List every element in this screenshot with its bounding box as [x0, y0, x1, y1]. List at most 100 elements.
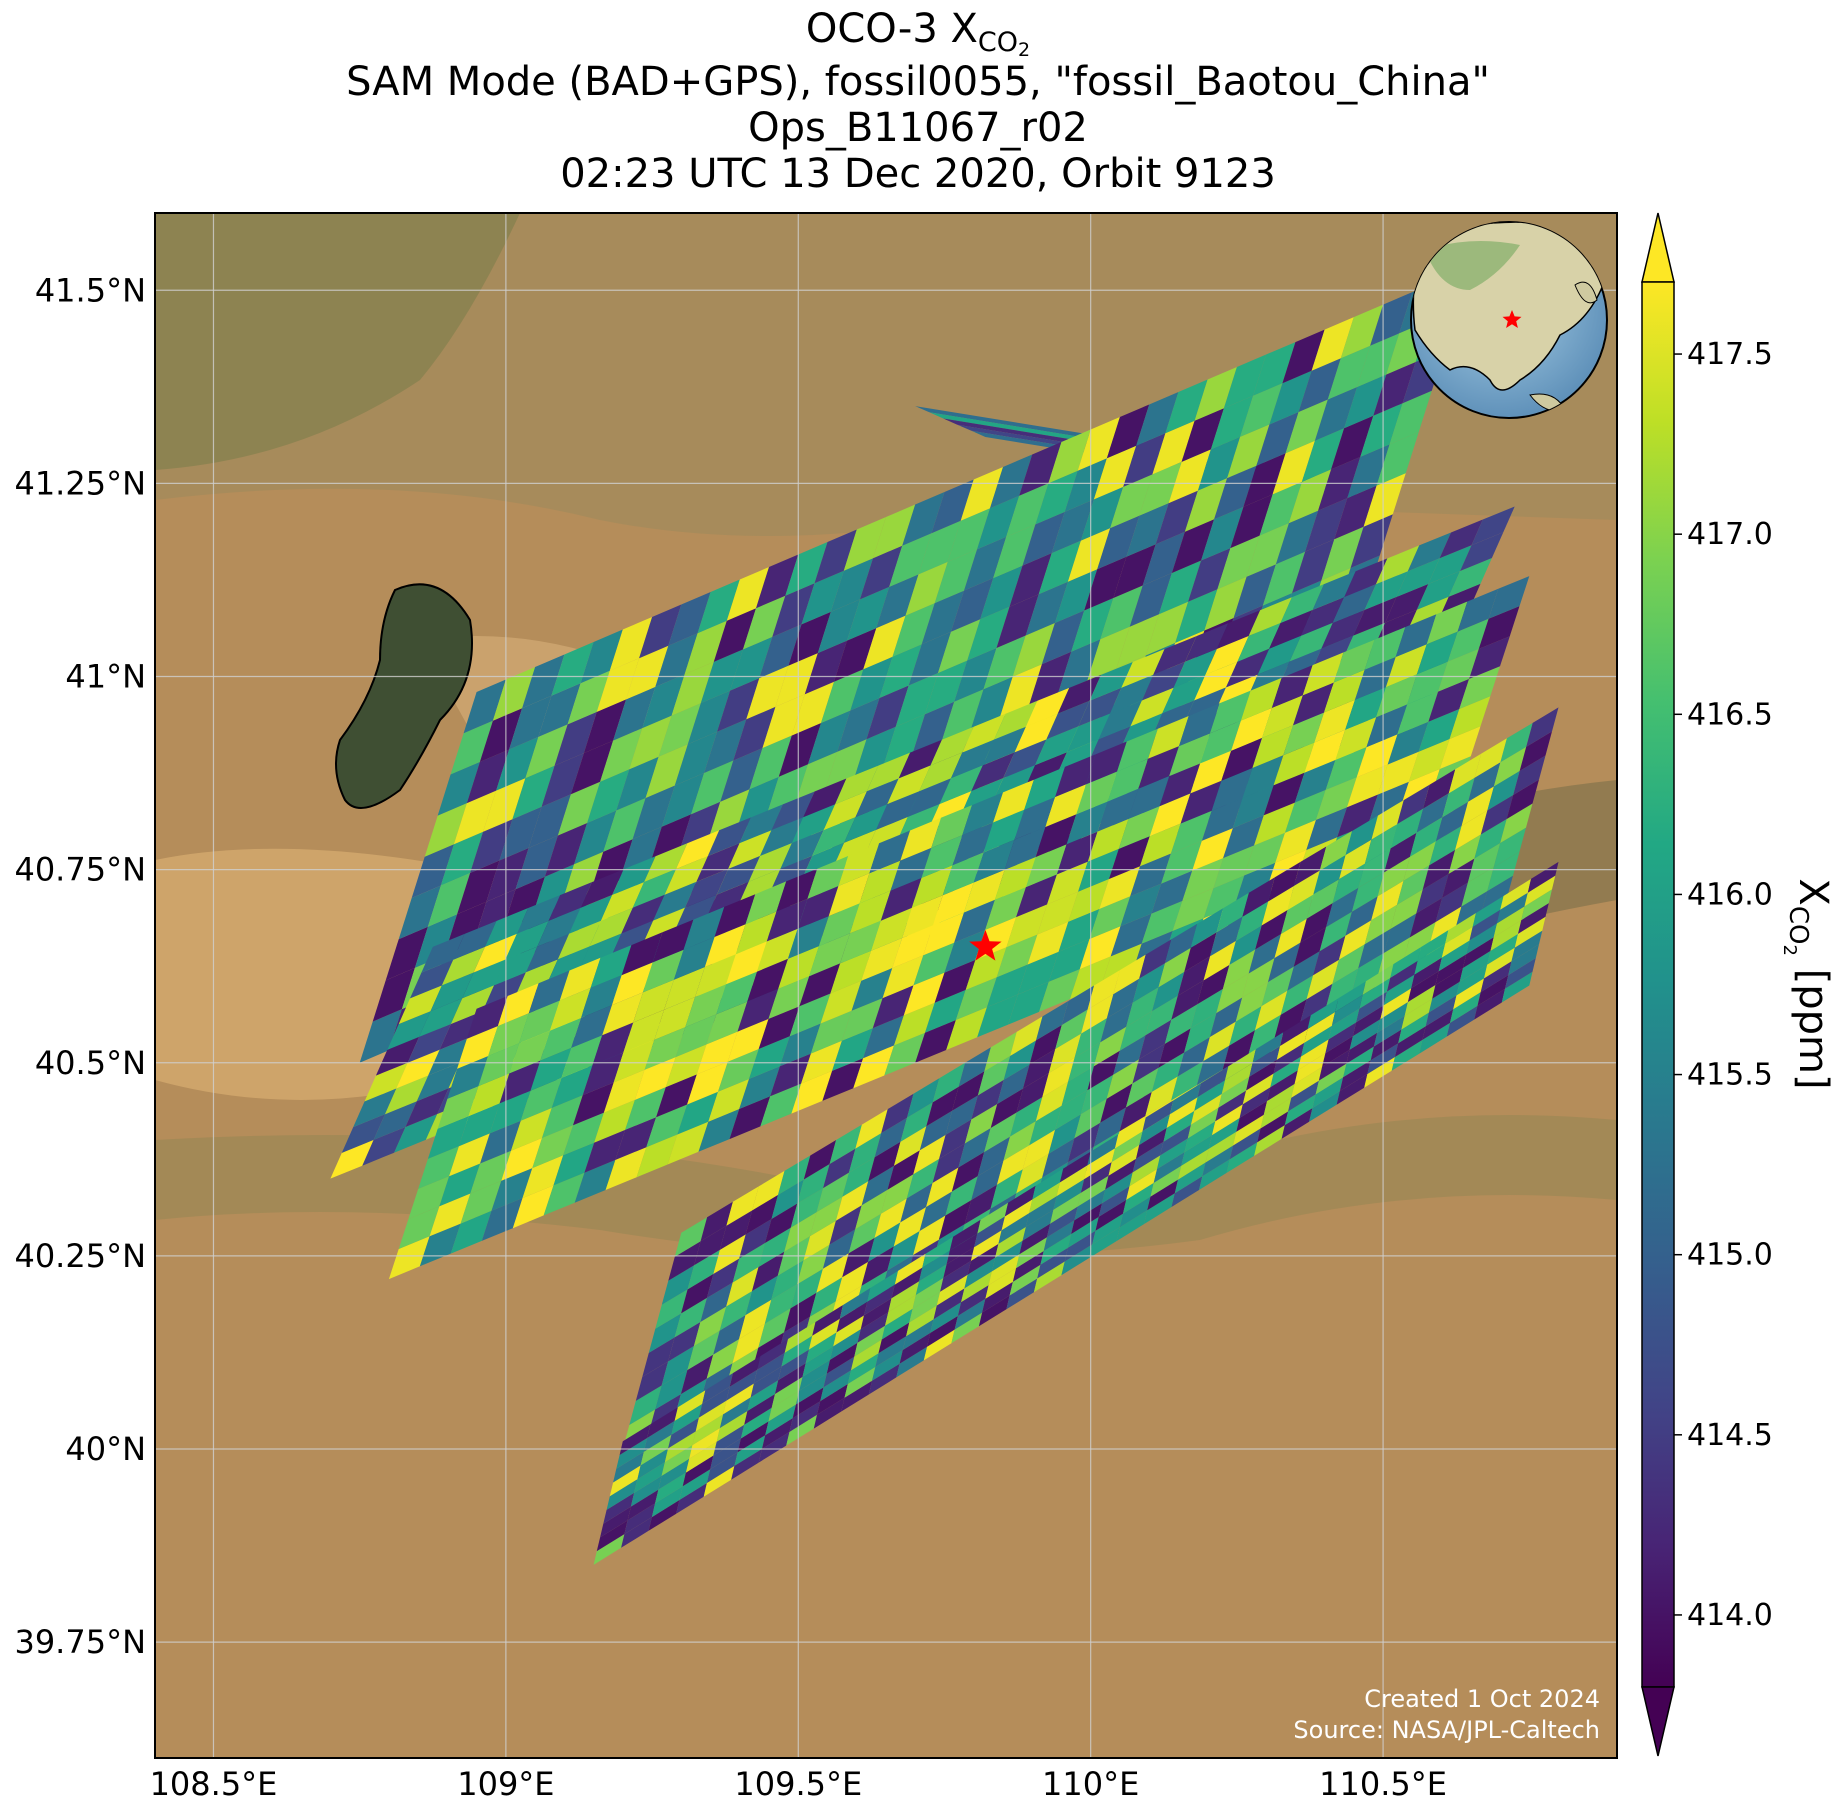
xco2-footprint [1358, 928, 1391, 969]
xco2-footprint [990, 1088, 1023, 1128]
xco2-footprint [784, 1292, 817, 1333]
xco2-footprint [919, 752, 963, 792]
xco2-footprint [915, 1264, 947, 1295]
xco2-footprint [667, 1121, 709, 1165]
xco2-footprint [1157, 1138, 1188, 1170]
xco2-footprint [1184, 478, 1228, 532]
xco2-footprint [1233, 564, 1276, 618]
xco2-footprint [752, 1251, 785, 1292]
xco2-footprint [860, 1298, 892, 1330]
colorbar-ticks: 414.0 414.5 415.0 415.5 416.0 416.5 417.0 417.5 [1674, 337, 1773, 1633]
xco2-footprint [1471, 506, 1515, 546]
xco2-footprint [933, 1288, 965, 1320]
xco2-footprint [1184, 1121, 1216, 1153]
xco2-footprint [540, 1017, 581, 1061]
xco2-footprint [1306, 879, 1340, 919]
xco2-footprint [835, 1181, 869, 1221]
lon-tick-label: 109°E [457, 1765, 554, 1801]
xco2-footprint [674, 1217, 708, 1257]
xco2-footprint [419, 998, 463, 1037]
xco2-footprint [600, 728, 643, 782]
xco2-footprint [804, 640, 847, 695]
xco2-footprint [1269, 610, 1313, 649]
xco2-footprint [457, 860, 500, 915]
xco2-footprint [1364, 1057, 1395, 1088]
xco2-footprint [396, 1049, 440, 1089]
xco2-footprint [1262, 695, 1303, 738]
xco2-footprint [1324, 669, 1365, 713]
lat-tick-label: 39.75°N [14, 1623, 146, 1661]
xco2-footprint [1113, 544, 1156, 598]
xco2-footprint [871, 907, 912, 951]
xco2-footprint [496, 736, 539, 791]
xco2-footprint [704, 924, 746, 967]
xco2-footprint [682, 1455, 714, 1487]
xco2-footprint [654, 997, 696, 1040]
xco2-footprint [596, 658, 640, 712]
xco2-footprint [954, 899, 995, 943]
xco2-footprint [1105, 1158, 1136, 1190]
xco2-footprint [898, 739, 942, 779]
target-star-icon [969, 929, 1002, 961]
xco2-footprint [437, 1086, 479, 1129]
xco2-footprint [821, 669, 864, 723]
xco2-footprint [1394, 1026, 1426, 1057]
xco2-footprint [1292, 539, 1335, 593]
xco2-footprint [1302, 652, 1344, 696]
xco2-footprint [1455, 810, 1488, 850]
xco2-footprint [1067, 1122, 1101, 1163]
xco2-footprint [1490, 920, 1522, 951]
xco2-footprint [770, 1053, 811, 1097]
xco2-footprint [857, 1312, 889, 1343]
xco2-footprint [872, 1350, 903, 1381]
xco2-footprint [1229, 925, 1262, 965]
xco2-footprint [967, 606, 1010, 661]
xco2-footprint [772, 583, 815, 637]
xco2-footprint [1362, 964, 1394, 995]
xco2-footprint [341, 1114, 385, 1153]
xco2-footprint [515, 835, 558, 890]
xco2-footprint [626, 645, 669, 700]
xco2-footprint [1469, 909, 1501, 941]
xco2-footprint [1226, 648, 1270, 688]
xco2-footprint [1079, 926, 1121, 970]
xco2-footprint [603, 798, 646, 852]
xco2-footprint [611, 962, 653, 1006]
xco2-footprint [1139, 461, 1182, 516]
xco2-footprint [1416, 631, 1458, 675]
xco2-footprint [985, 887, 1026, 930]
xco2-footprint [491, 1168, 533, 1211]
xco2-footprint [1344, 374, 1387, 429]
xco2-footprint [779, 1023, 821, 1067]
xco2-footprint [797, 1164, 830, 1204]
xco2-footprint [1497, 892, 1528, 924]
colorbar-tick-label: 415.5 [1687, 1058, 1773, 1093]
xco2-footprint [1165, 923, 1198, 964]
xco2-footprint [1006, 483, 1049, 537]
xco2-footprint [1261, 966, 1294, 1007]
xco2-footprint [1061, 1244, 1093, 1276]
xco2-footprint [541, 753, 584, 807]
xco2-footprint [842, 1237, 875, 1278]
xco2-footprint [1106, 1059, 1139, 1099]
xco2-footprint [778, 723, 821, 777]
xco2-footprint [494, 946, 538, 986]
xco2-footprint [1280, 975, 1314, 1015]
xco2-footprint [700, 1201, 733, 1242]
xco2-footprint [499, 1060, 541, 1104]
xco2-footprint [1022, 1209, 1054, 1241]
xco2-footprint [881, 1174, 914, 1214]
xco2-footprint [1147, 1179, 1178, 1211]
xco2-footprint [439, 1011, 483, 1050]
xco2-footprint [1145, 995, 1178, 1036]
xco2-footprint [719, 1291, 752, 1331]
green-area-north [155, 213, 520, 470]
xco2-footprint [1098, 1186, 1130, 1217]
xco2-footprint [996, 934, 1038, 978]
xco2-footprint [636, 1134, 678, 1178]
xco2-footprint [1196, 1045, 1230, 1086]
xco2-footprint [903, 972, 945, 1016]
xco2-footprint [1110, 674, 1154, 714]
xco2-footprint [700, 1282, 733, 1322]
xco2-footprint [642, 1337, 675, 1377]
